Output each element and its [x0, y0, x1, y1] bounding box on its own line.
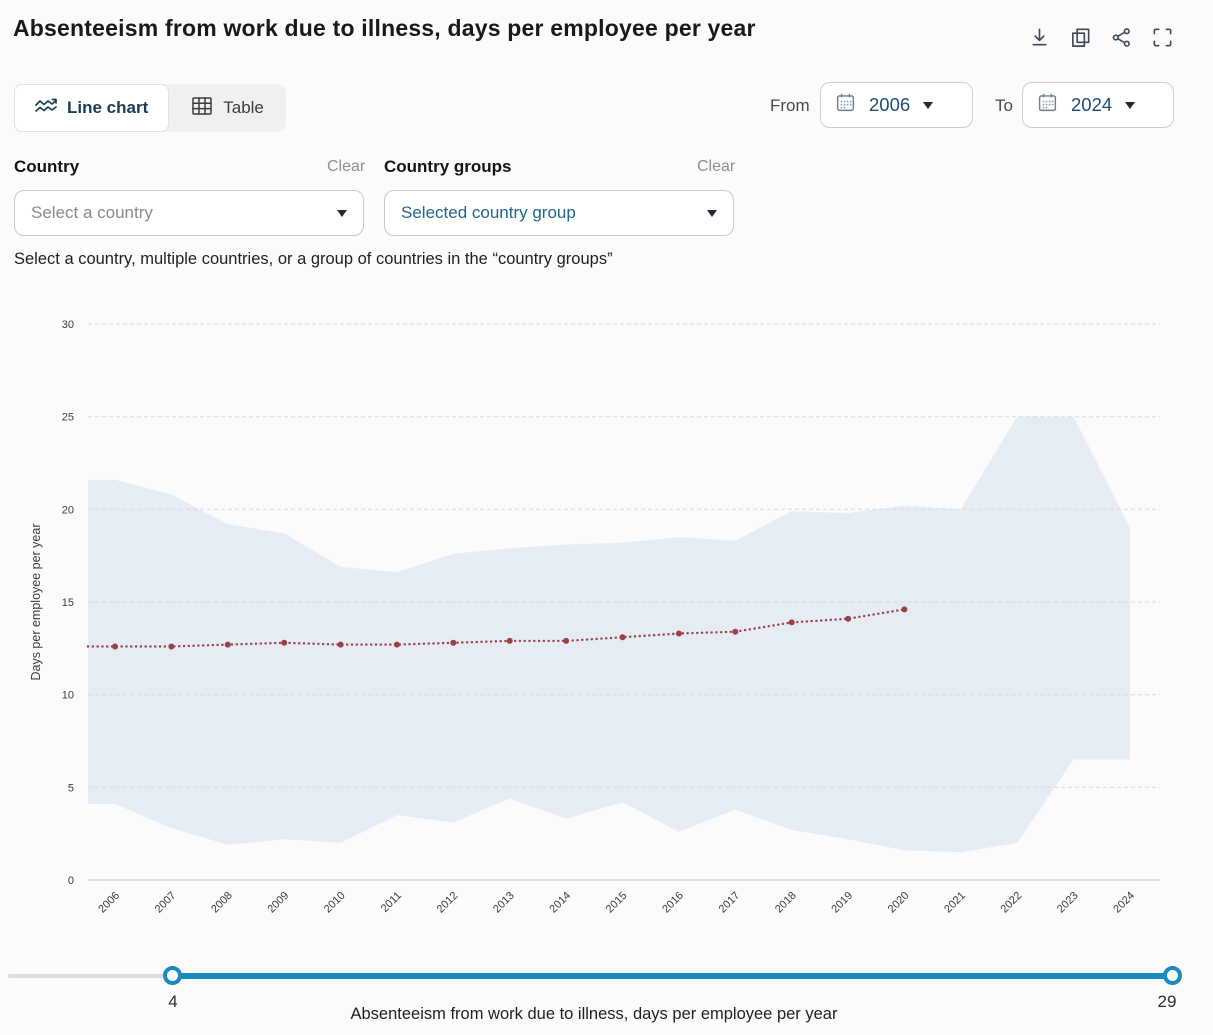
fullscreen-icon[interactable]	[1149, 24, 1175, 50]
svg-text:2022: 2022	[999, 890, 1025, 916]
calendar-icon	[835, 92, 856, 118]
to-year-value: 2024	[1071, 94, 1113, 115]
page-title: Absenteeism from work due to illness, da…	[13, 15, 756, 41]
chevron-down-icon	[923, 101, 934, 109]
svg-text:2006: 2006	[96, 890, 122, 916]
line-chart-icon	[35, 96, 57, 121]
svg-text:2012: 2012	[435, 890, 461, 916]
chevron-down-icon	[337, 209, 347, 217]
svg-text:30: 30	[62, 319, 74, 331]
country-groups-label: Country groups	[384, 157, 512, 176]
slider-track-active[interactable]	[173, 973, 1173, 979]
country-groups-select[interactable]: Selected country group	[384, 190, 734, 236]
svg-text:25: 25	[62, 412, 74, 424]
country-groups-value: Selected country group	[401, 203, 576, 222]
tab-line-chart[interactable]: Line chart	[14, 84, 170, 132]
country-clear-button[interactable]: Clear	[327, 158, 366, 175]
chevron-down-icon	[1125, 101, 1136, 109]
tab-table-label: Table	[223, 98, 264, 117]
country-select[interactable]: Select a country	[14, 190, 364, 236]
chart-caption: Absenteeism from work due to illness, da…	[350, 1005, 838, 1023]
absenteeism-line-chart: 0 5 10 15 20 25 30 Days per employee per year 20…	[29, 319, 1160, 916]
svg-text:5: 5	[68, 782, 74, 794]
from-year-value: 2006	[869, 94, 911, 115]
tab-line-chart-label: Line chart	[67, 98, 149, 117]
svg-text:2014: 2014	[547, 890, 573, 916]
slider-track-inactive[interactable]	[8, 974, 173, 978]
svg-text:0: 0	[68, 875, 74, 887]
slider-handle-max[interactable]	[1163, 966, 1182, 985]
svg-text:2015: 2015	[604, 890, 630, 916]
svg-text:Days per employee per year: Days per employee per year	[29, 523, 43, 680]
svg-text:10: 10	[62, 690, 74, 702]
svg-text:2021: 2021	[942, 890, 968, 916]
svg-text:2007: 2007	[153, 890, 179, 916]
copy-icon[interactable]	[1067, 24, 1093, 50]
header-action-icons	[1026, 24, 1175, 50]
country-groups-clear-button[interactable]: Clear	[697, 158, 736, 175]
country-label: Country	[14, 157, 80, 176]
from-year-select[interactable]: 2006	[820, 82, 973, 128]
helper-text: Select a country, multiple countries, or…	[14, 250, 613, 268]
svg-text:2023: 2023	[1055, 890, 1081, 916]
download-icon[interactable]	[1026, 24, 1052, 50]
svg-text:2008: 2008	[209, 890, 235, 916]
svg-text:2020: 2020	[886, 890, 912, 916]
svg-text:2024: 2024	[1111, 890, 1137, 916]
svg-text:2016: 2016	[660, 890, 686, 916]
to-label: To	[995, 96, 1013, 115]
from-label: From	[770, 96, 810, 115]
svg-text:2009: 2009	[265, 890, 291, 916]
svg-text:2013: 2013	[491, 890, 517, 916]
svg-text:2017: 2017	[717, 890, 743, 916]
svg-text:2019: 2019	[829, 890, 855, 916]
chevron-down-icon	[707, 209, 717, 217]
slider-min-value: 4	[168, 992, 178, 1011]
slider-max-value: 29	[1157, 992, 1177, 1011]
country-select-placeholder: Select a country	[31, 203, 153, 222]
svg-text:2011: 2011	[379, 890, 404, 915]
svg-text:20: 20	[62, 504, 74, 516]
view-tabs: Line chart Table	[14, 84, 286, 132]
tab-table[interactable]: Table	[169, 84, 286, 132]
slider-handle-min[interactable]	[163, 966, 182, 985]
svg-text:2010: 2010	[322, 890, 348, 916]
svg-text:2018: 2018	[773, 890, 799, 916]
calendar-icon	[1037, 92, 1058, 118]
share-icon[interactable]	[1108, 24, 1134, 50]
to-year-select[interactable]: 2024	[1022, 82, 1174, 128]
table-icon	[191, 96, 213, 121]
svg-text:15: 15	[62, 597, 74, 609]
